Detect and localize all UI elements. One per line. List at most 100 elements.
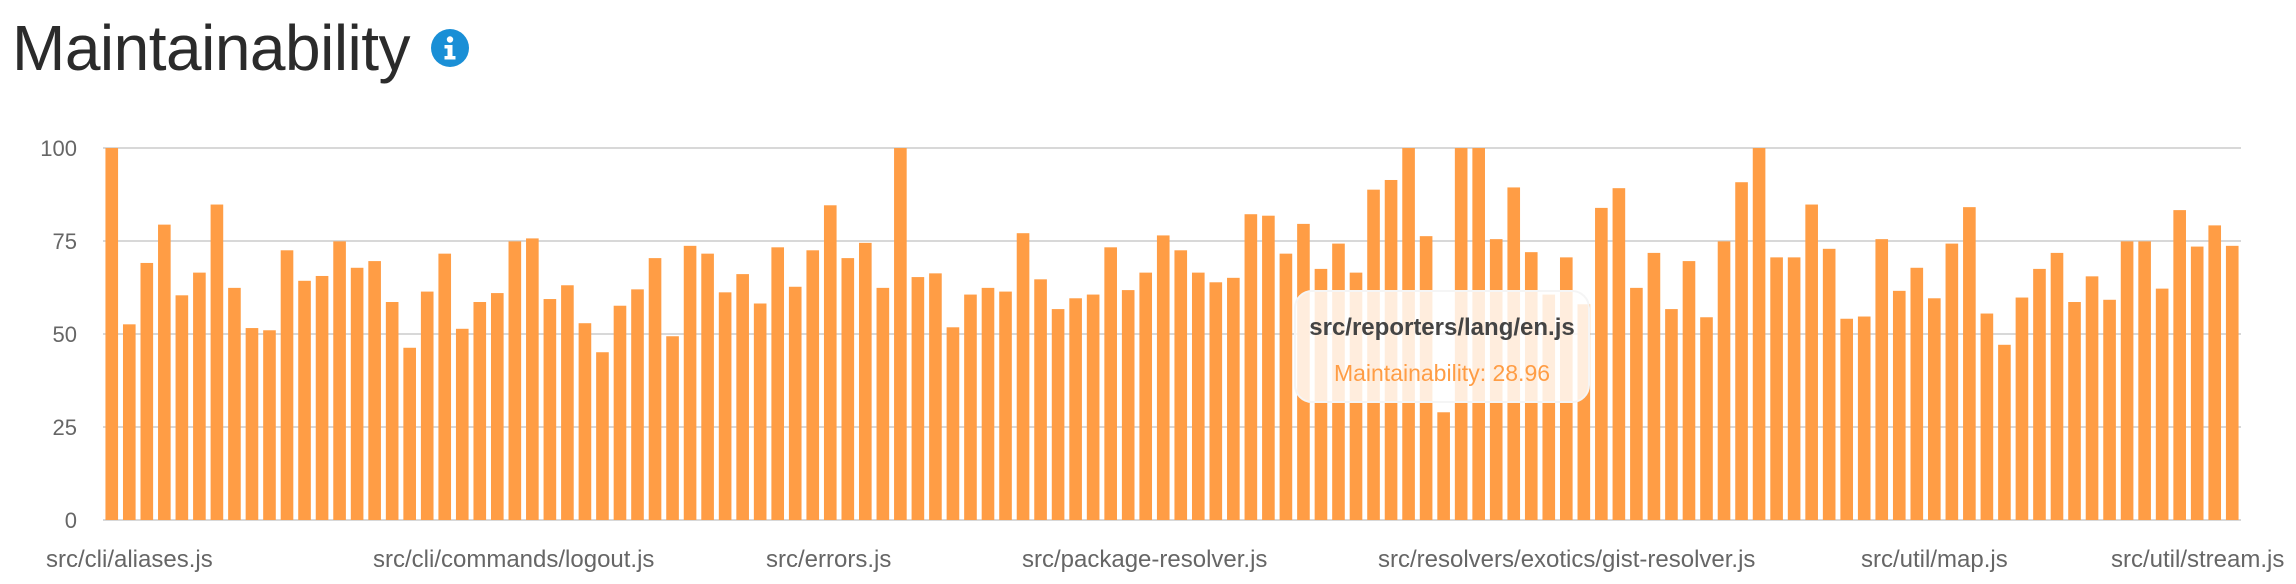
bar[interactable] xyxy=(2085,276,2099,520)
bar[interactable] xyxy=(648,258,662,520)
bar[interactable] xyxy=(1209,282,1223,520)
bar[interactable] xyxy=(631,289,644,520)
bar[interactable] xyxy=(1595,207,1608,520)
bar[interactable] xyxy=(228,287,241,520)
bar[interactable] xyxy=(578,323,592,520)
bar[interactable] xyxy=(2208,225,2222,520)
bar[interactable] xyxy=(1928,298,1941,520)
bar[interactable] xyxy=(245,328,259,520)
bar[interactable] xyxy=(1121,290,1135,520)
bar[interactable] xyxy=(1244,214,1258,520)
bar[interactable] xyxy=(859,242,872,521)
bar[interactable] xyxy=(158,224,171,520)
bar[interactable] xyxy=(1665,309,1678,520)
bar[interactable] xyxy=(771,247,785,520)
bar[interactable] xyxy=(368,261,381,520)
bar[interactable] xyxy=(841,258,855,520)
bar[interactable] xyxy=(683,245,697,520)
bar[interactable] xyxy=(1191,272,1205,520)
bar[interactable] xyxy=(2068,302,2081,520)
bar[interactable] xyxy=(526,238,539,520)
bar[interactable] xyxy=(1980,313,1994,520)
bar[interactable] xyxy=(1945,243,1959,520)
bar[interactable] xyxy=(2190,246,2204,520)
bar[interactable] xyxy=(1787,257,1801,520)
bar[interactable] xyxy=(946,327,960,520)
bar[interactable] xyxy=(122,324,136,520)
bar[interactable] xyxy=(561,285,574,520)
bar[interactable] xyxy=(1770,257,1783,520)
bar[interactable] xyxy=(193,272,206,520)
bar[interactable] xyxy=(1437,412,1450,520)
bar[interactable] xyxy=(508,241,522,520)
bar[interactable] xyxy=(1612,188,1626,520)
bar[interactable] xyxy=(1840,318,1854,520)
bar[interactable] xyxy=(964,294,977,520)
bar[interactable] xyxy=(1086,294,1100,520)
bar[interactable] xyxy=(2050,252,2064,520)
bar[interactable] xyxy=(350,267,364,520)
bar[interactable] xyxy=(1998,344,2011,520)
bar[interactable] xyxy=(175,295,189,520)
bar[interactable] xyxy=(999,291,1012,520)
bar[interactable] xyxy=(2120,241,2134,520)
bar[interactable] xyxy=(2138,241,2151,520)
bar[interactable] xyxy=(753,303,767,521)
bar[interactable] xyxy=(1735,182,1748,520)
bar[interactable] xyxy=(1805,204,1818,521)
bar[interactable] xyxy=(263,330,276,520)
bar[interactable] xyxy=(403,347,416,520)
bar[interactable] xyxy=(2015,297,2029,520)
bar[interactable] xyxy=(1227,277,1240,520)
bar[interactable] xyxy=(718,292,732,520)
bar[interactable] xyxy=(1156,235,1170,521)
info-circle-icon[interactable] xyxy=(431,29,469,67)
bar[interactable] xyxy=(788,286,802,520)
bar[interactable] xyxy=(666,336,679,520)
bar[interactable] xyxy=(1630,287,1643,520)
bar[interactable] xyxy=(701,253,714,520)
bar[interactable] xyxy=(210,204,224,521)
bar[interactable] xyxy=(1752,148,1766,520)
bar[interactable] xyxy=(1857,316,1871,520)
bar[interactable] xyxy=(894,148,907,520)
bar[interactable] xyxy=(438,253,452,520)
bar[interactable] xyxy=(140,262,154,520)
bar[interactable] xyxy=(2033,268,2046,520)
bar[interactable] xyxy=(298,280,311,520)
bar[interactable] xyxy=(1104,247,1117,520)
bar[interactable] xyxy=(315,275,329,520)
bar[interactable] xyxy=(823,205,837,521)
bar[interactable] xyxy=(1034,279,1047,520)
bar[interactable] xyxy=(806,250,820,521)
bar[interactable] xyxy=(490,293,504,520)
bar[interactable] xyxy=(1717,241,1731,520)
bar[interactable] xyxy=(1822,248,1836,520)
bar[interactable] xyxy=(1682,261,1696,520)
bar[interactable] xyxy=(1875,239,1889,520)
bar[interactable] xyxy=(2225,245,2239,520)
bar[interactable] xyxy=(105,148,119,520)
bar[interactable] xyxy=(280,250,294,521)
bar[interactable] xyxy=(385,302,399,520)
bar[interactable] xyxy=(1892,290,1906,520)
bar[interactable] xyxy=(981,287,995,520)
bar[interactable] xyxy=(876,287,890,520)
bar[interactable] xyxy=(736,274,749,520)
bar[interactable] xyxy=(2103,299,2116,520)
bar[interactable] xyxy=(543,299,557,520)
bar[interactable] xyxy=(333,241,346,520)
bar[interactable] xyxy=(1069,298,1082,520)
bar[interactable] xyxy=(1051,309,1065,520)
bar[interactable] xyxy=(1647,252,1661,520)
bar[interactable] xyxy=(2155,288,2169,520)
bar[interactable] xyxy=(2173,210,2186,520)
bar[interactable] xyxy=(1279,253,1293,520)
bar[interactable] xyxy=(420,291,434,520)
bar[interactable] xyxy=(473,302,487,520)
bar[interactable] xyxy=(596,352,609,520)
bar[interactable] xyxy=(1016,233,1030,520)
bar[interactable] xyxy=(455,328,469,520)
bar[interactable] xyxy=(1262,215,1275,520)
bar[interactable] xyxy=(613,305,627,520)
